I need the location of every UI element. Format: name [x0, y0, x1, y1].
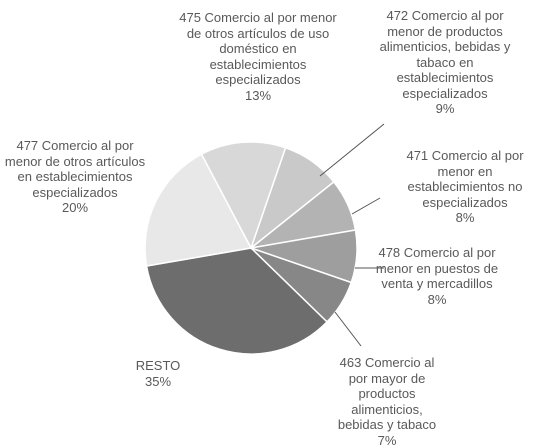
- leader-line: [319, 123, 385, 177]
- category-name: 477 Comercio al por menor de otros artíc…: [4, 138, 146, 200]
- value-label: 13%: [244, 87, 272, 103]
- leader-line: [351, 197, 381, 215]
- category-name: 463 Comercio al por mayor de productos a…: [337, 355, 437, 432]
- category-name: 472 Comercio al por menor de productos a…: [379, 8, 511, 101]
- category-name: 478 Comercio al por menor en puestos de …: [375, 245, 499, 291]
- value-label: 20%: [61, 200, 89, 215]
- pie-slice: [144, 153, 253, 267]
- slice-label: 478 Comercio al por menor en puestos de …: [362, 245, 512, 307]
- slice-label: 477 Comercio al por menor de otros artíc…: [0, 138, 150, 216]
- value-label: 35%: [144, 373, 172, 389]
- leader-line: [334, 311, 362, 347]
- category-name: 471 Comercio al por menor en establecimi…: [406, 148, 524, 210]
- slice-label: 475 Comercio al por menor de otros artíc…: [178, 10, 338, 103]
- value-label: 9%: [435, 101, 455, 116]
- value-label: 8%: [427, 291, 447, 307]
- slice-label: RESTO 35%: [118, 358, 198, 389]
- category-name: 475 Comercio al por menor de otros artíc…: [179, 10, 337, 87]
- value-label: 8%: [455, 210, 475, 225]
- pie-slice: [200, 141, 287, 250]
- pie-slice: [145, 247, 329, 355]
- category-name: RESTO: [135, 358, 181, 373]
- slice-label: 463 Comercio al por mayor de productos a…: [331, 355, 443, 448]
- slice-label: 472 Comercio al por menor de productos a…: [375, 8, 515, 117]
- value-label: 7%: [377, 432, 397, 448]
- slice-label: 471 Comercio al por menor en establecimi…: [395, 148, 535, 226]
